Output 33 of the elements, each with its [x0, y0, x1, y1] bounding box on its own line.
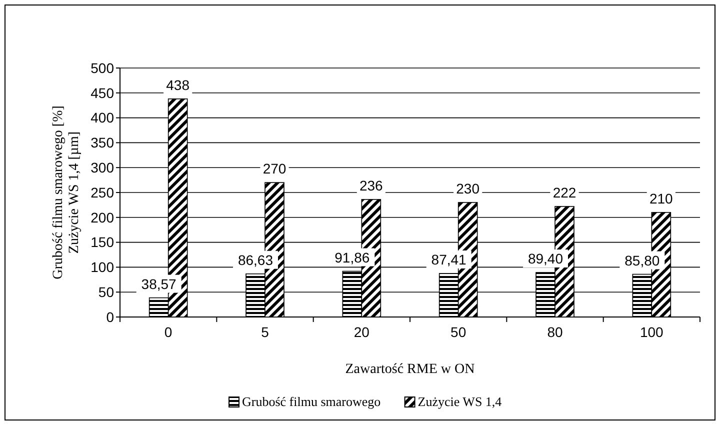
data-label: 91,86: [334, 249, 370, 266]
y-tick-label: 500: [90, 60, 114, 76]
data-label: 89,40: [528, 250, 564, 266]
x-tick-label: 5: [261, 324, 270, 340]
y-tick-label: 150: [90, 234, 114, 250]
data-label: 85,80: [624, 252, 660, 268]
data-label: 38,57: [141, 276, 177, 292]
x-tick-label: 80: [547, 324, 563, 340]
y-tick-label: 100: [90, 259, 114, 276]
data-label: 236: [359, 177, 384, 194]
y-tick-label: 250: [90, 184, 114, 200]
data-label: 270: [262, 160, 286, 177]
data-label: 230: [456, 180, 480, 196]
x-tick-label: 100: [640, 324, 664, 340]
legend-label: Grubość filmu smarowego: [242, 394, 381, 409]
x-axis-title: Zawartość RME w ON: [345, 362, 475, 377]
x-tick-label: 20: [354, 324, 370, 340]
y-tick-label: 450: [90, 84, 114, 101]
legend-label: Zużycie WS 1,4: [418, 394, 502, 409]
data-label: 222: [552, 184, 576, 200]
x-tick-label: 50: [450, 324, 466, 340]
data-label: 87,41: [431, 251, 467, 268]
y-tick-label: 400: [90, 110, 114, 126]
data-label: 438: [166, 76, 190, 93]
data-label: 210: [649, 190, 674, 206]
y-tick-label: 350: [90, 134, 114, 151]
data-label: 86,63: [238, 252, 274, 268]
y-tick-label: 300: [90, 160, 114, 176]
y-tick-label: 0: [106, 308, 114, 325]
y-tick-label: 50: [98, 284, 114, 300]
y-tick-label: 200: [90, 209, 114, 226]
x-tick-label: 0: [164, 324, 172, 340]
y-axis-title: Grubość filmu smarowego [%] Zużycie WS 1,4 [µm]: [51, 106, 82, 280]
